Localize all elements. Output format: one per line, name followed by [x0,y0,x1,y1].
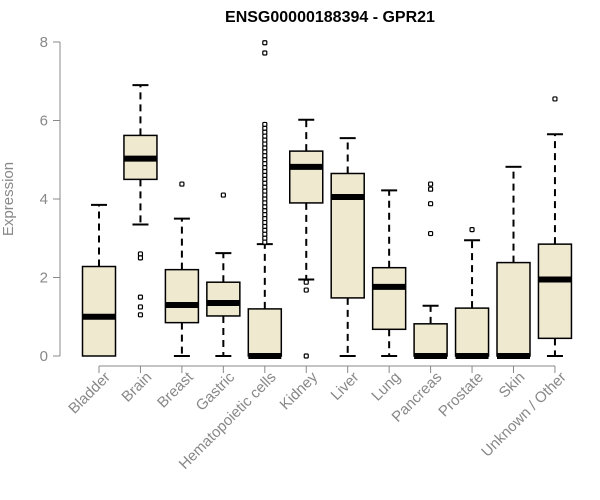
outlier-point [303,353,309,359]
outlier-point [428,201,434,207]
box-1 [123,84,158,318]
outlier-point [469,227,475,233]
x-tick-label: Bladder [65,369,114,418]
box-iqr [496,261,531,357]
box-iqr [330,172,365,299]
outlier-point [303,287,309,293]
box-4 [247,40,283,359]
box-iqr [454,307,490,357]
box-7 [371,189,407,357]
box-iqr [289,150,324,204]
outlier-point [428,181,434,187]
outlier-point [428,186,434,192]
x-tick-label: Brain [118,369,155,406]
outlier-point [303,279,309,285]
outlier-point [137,304,144,310]
box-10 [496,165,531,359]
x-tick-label: Lung [368,369,404,405]
box-iqr [413,323,448,357]
outlier-point [137,255,144,261]
y-axis: 0 2 4 6 8 [40,34,61,365]
box-5 [289,118,324,359]
x-tick-label: Breast [154,368,197,411]
box-iqr [81,265,117,357]
x-tick-label: Prostate [435,369,487,421]
y-tick-label: 4 [40,191,48,208]
outlier-point [262,239,268,245]
box-iqr [164,268,200,324]
box-11 [537,96,573,357]
box-9 [454,227,490,359]
y-tick-label: 8 [40,34,48,51]
box-2 [164,181,200,357]
outlier-point [262,50,268,56]
outlier-point [179,181,185,187]
x-tick-label: Kidney [277,368,322,413]
outlier-point [428,230,434,237]
outlier-point [137,294,144,300]
box-iqr [537,243,573,340]
box-3 [206,192,241,357]
boxes-group [81,40,573,359]
box-0 [81,203,117,357]
y-axis-label: Expression [0,162,17,236]
outlier-point [220,192,226,198]
x-tick-label: Liver [328,369,363,404]
box-iqr [371,266,407,331]
outlier-point [262,40,268,46]
x-tick-label: Skin [496,369,529,402]
outlier-point [552,96,558,102]
chart-title: ENSG00000188394 - GPR21 [225,9,435,26]
outlier-point [137,312,144,318]
box-iqr [247,308,283,357]
box-8 [413,181,448,359]
y-tick-label: 0 [40,348,48,365]
y-tick-label: 2 [40,270,48,287]
y-tick-label: 6 [40,113,48,130]
box-6 [330,137,365,357]
box-iqr [206,281,241,317]
